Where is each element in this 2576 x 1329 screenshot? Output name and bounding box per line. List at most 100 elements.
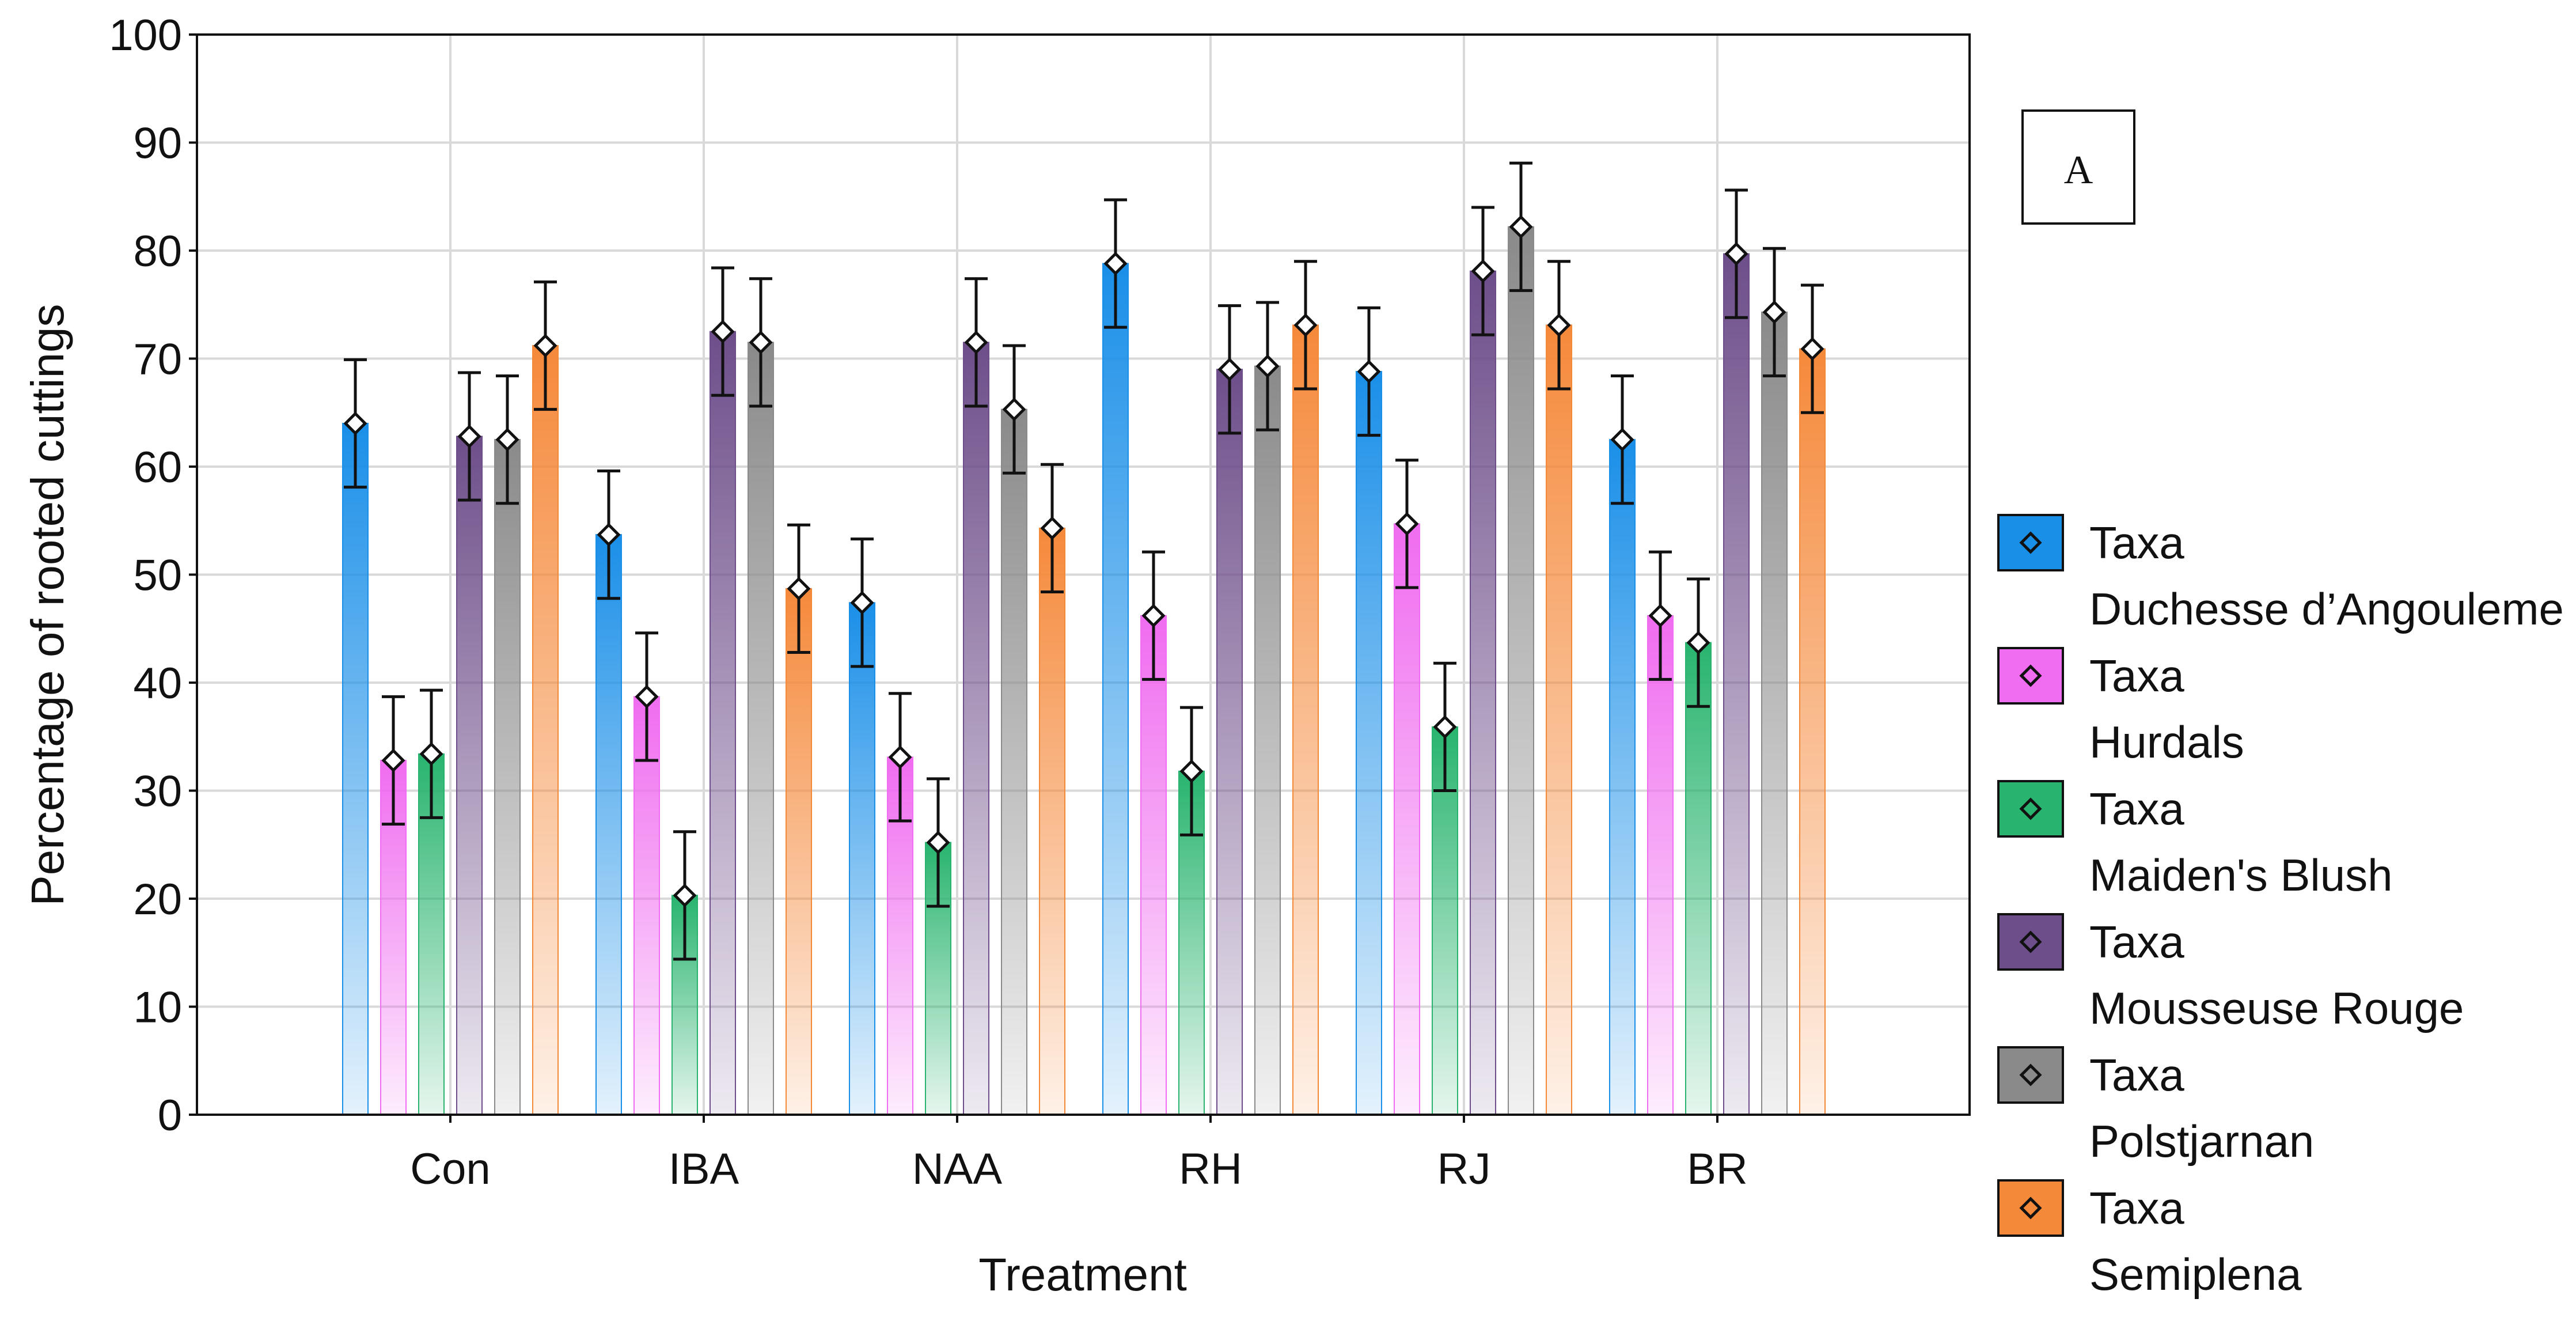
legend-item: Taxa Polstjarnan (1997, 1046, 2314, 1167)
mean-marker (1002, 397, 1026, 422)
legend-marker (2019, 664, 2042, 687)
bar (1546, 324, 1572, 1115)
y-tick-label: 30 (133, 767, 182, 816)
bar (595, 534, 622, 1115)
legend-marker (2019, 1063, 2042, 1086)
bar (456, 436, 483, 1115)
mean-marker (1800, 337, 1824, 361)
y-tick-label: 40 (133, 659, 182, 708)
mean-marker (1255, 354, 1280, 378)
bar (1292, 324, 1319, 1115)
x-tick-label: BR (1687, 1145, 1748, 1194)
mean-marker (1357, 359, 1381, 384)
mean-marker (1610, 427, 1634, 452)
x-tick-label: Con (410, 1145, 490, 1194)
legend-item: Taxa Maiden's Blush (1997, 780, 2393, 900)
y-axis-label: Percentage of rooted cuttings (22, 304, 73, 906)
legend-group-label: Taxa (2089, 1183, 2184, 1233)
mean-marker (495, 427, 519, 452)
mean-marker (1547, 313, 1571, 337)
mean-marker (1141, 604, 1166, 628)
y-tick-label: 20 (133, 875, 182, 924)
mean-marker (1103, 251, 1128, 276)
mean-marker (1724, 242, 1748, 266)
bar (1254, 365, 1281, 1115)
legend-series-label: Maiden's Blush (2089, 850, 2393, 900)
x-tick-label: RJ (1437, 1145, 1491, 1194)
panel-label-box: A (2021, 109, 2135, 225)
legend-group-label: Taxa (2089, 1050, 2184, 1100)
mean-marker (1395, 512, 1419, 536)
mean-marker (888, 745, 912, 769)
mean-marker (673, 883, 697, 907)
bar (849, 602, 875, 1115)
bar (1356, 371, 1382, 1115)
bar (710, 331, 736, 1115)
bar (1470, 270, 1496, 1115)
mean-marker (419, 742, 443, 766)
legend-group-label: Taxa (2089, 650, 2184, 701)
error-bars (343, 161, 1824, 961)
mean-marker (1762, 300, 1786, 324)
x-tick-label: IBA (669, 1145, 739, 1194)
mean-marker (1471, 259, 1495, 283)
bar (963, 342, 989, 1115)
bar (1508, 226, 1534, 1115)
mean-marker (964, 330, 988, 354)
bar (633, 696, 660, 1115)
bar (1609, 439, 1636, 1115)
bar (494, 439, 521, 1115)
legend-series-label: Semiplena (2089, 1249, 2302, 1300)
legend-series-label: Duchesse d’Angouleme (2089, 584, 2564, 634)
y-tick-label: 60 (133, 443, 182, 492)
mean-marker (533, 334, 557, 358)
mean-marker (1433, 715, 1457, 739)
mean-marker (711, 320, 735, 344)
mean-marker (381, 748, 405, 773)
y-tick-label: 80 (133, 227, 182, 276)
legend-item: Taxa Duchesse d’Angouleme (1997, 514, 2564, 634)
legend: Taxa Duchesse d’Angouleme Taxa Hurdals Taxa M… (1997, 514, 2564, 1300)
panel-label: A (2064, 148, 2093, 192)
bar (1799, 348, 1826, 1115)
bar (786, 588, 812, 1115)
legend-marker (2019, 797, 2042, 820)
y-tick-label: 90 (133, 119, 182, 168)
mean-marker (597, 522, 621, 547)
mean-marker (1686, 631, 1710, 655)
mean-marker (1509, 215, 1533, 239)
bar (1685, 642, 1712, 1115)
legend-group-label: Taxa (2089, 783, 2184, 834)
mean-marker (457, 424, 481, 449)
bars (342, 226, 1826, 1115)
axes: 0 10 20 30 40 50 60 70 80 90 100 Con IBA NAA RH RJ BR (109, 11, 1971, 1194)
bar (1140, 615, 1167, 1115)
mean-marker (1293, 313, 1318, 337)
x-tick-label: RH (1179, 1145, 1242, 1194)
y-tick-label: 50 (133, 551, 182, 600)
legend-group-label: Taxa (2089, 917, 2184, 967)
mean-marker (850, 590, 874, 615)
bar (1394, 523, 1420, 1115)
legend-marker (2019, 531, 2042, 554)
y-tick-label: 100 (109, 11, 182, 60)
legend-item: Taxa Mousseuse Rouge (1997, 913, 2464, 1033)
bar (1102, 263, 1129, 1115)
y-tick-label: 10 (133, 983, 182, 1032)
bar (1039, 527, 1065, 1115)
bar (342, 423, 369, 1115)
plot-frame (196, 33, 1971, 1116)
mean-marker (635, 684, 659, 709)
mean-marker (787, 577, 811, 601)
bar (748, 342, 774, 1115)
y-tick-label: 70 (133, 335, 182, 384)
x-axis-label: Treatment (978, 1249, 1187, 1300)
y-tick-label: 0 (158, 1091, 182, 1140)
x-tick-label: NAA (912, 1145, 1003, 1194)
mean-marker (1040, 516, 1064, 540)
legend-series-label: Polstjarnan (2089, 1116, 2314, 1167)
mean-marker (1217, 357, 1242, 381)
legend-marker (2019, 1197, 2042, 1220)
bar (532, 345, 559, 1115)
